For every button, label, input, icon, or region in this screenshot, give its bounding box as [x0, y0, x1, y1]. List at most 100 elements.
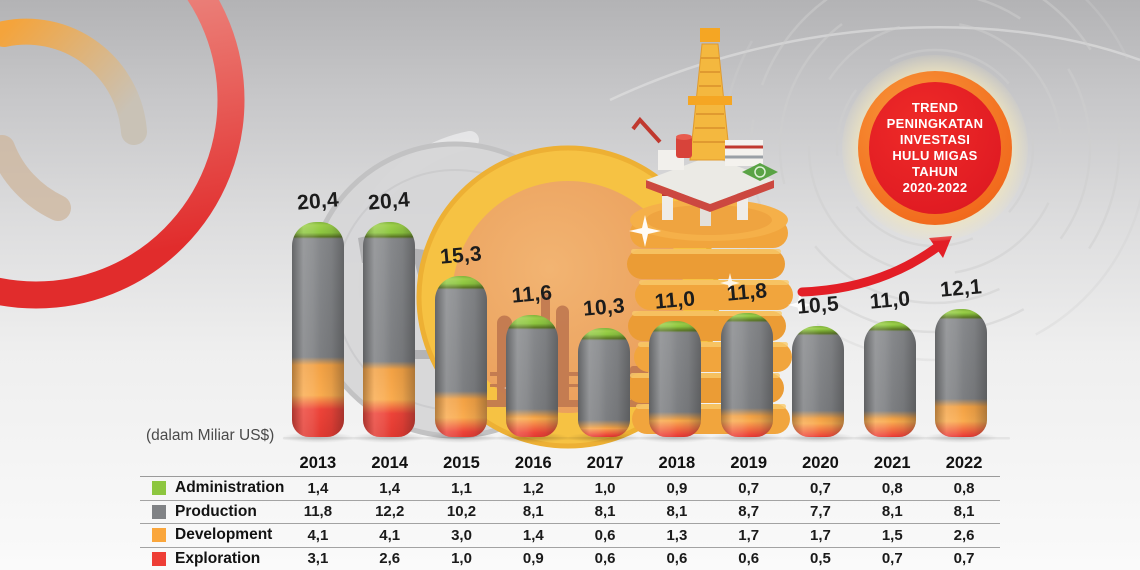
year-header: 2014 [371, 454, 409, 472]
bar-2014 [363, 222, 416, 437]
value-cell: 1,7 [738, 526, 760, 544]
year-header: 2015 [443, 454, 480, 472]
bar-shadow [495, 432, 570, 443]
bar-2019 [720, 312, 773, 438]
bar-value-label: 12,1 [939, 275, 983, 303]
table-row-exploration: Exploration 3,1 2,6 1,0 0,9 0,6 0,6 0,6 0,5 0,7 0,… [140, 548, 1000, 570]
badge-text-line: TREND [911, 100, 959, 115]
legend-label-exploration: Exploration [140, 550, 282, 568]
value-cell: 1,4 [307, 479, 329, 497]
bar-2017 [577, 328, 630, 437]
year-header: 2021 [873, 454, 911, 472]
value-cell: 0,6 [738, 550, 760, 568]
year-header: 2020 [802, 454, 839, 472]
bar-2016 [506, 314, 559, 438]
bar-shadow [781, 432, 856, 443]
value-cell: 1,2 [522, 479, 544, 497]
badge-text-line: 2020-2022 [902, 180, 968, 195]
table-row-development: Development 4,1 4,1 3,0 1,4 0,6 1,3 1,7 1,7 1,5 2,… [140, 524, 1000, 548]
background-wave [609, 26, 1140, 102]
administration-swatch [152, 481, 166, 496]
bar-value-label: 15,3 [438, 241, 483, 269]
year-header: 2017 [586, 454, 624, 472]
value-cell: 3,1 [307, 550, 329, 568]
year-header: 2022 [945, 454, 983, 472]
series-name: Administration [175, 479, 285, 497]
value-cell: 0,9 [666, 479, 688, 497]
oil-rig-icon [631, 28, 778, 226]
value-cell: 0,6 [594, 550, 616, 568]
bar-shadow [566, 432, 641, 443]
badge-text-line: HULU MIGAS [892, 148, 978, 163]
badge-text-line: INVESTASI [899, 132, 971, 147]
value-cell: 0,7 [810, 479, 831, 497]
value-cell: 0,5 [810, 550, 831, 568]
value-cell: 3,0 [451, 526, 472, 544]
legend-label-administration: Administration [140, 479, 285, 497]
series-name: Development [175, 526, 273, 544]
value-cell: 8,1 [594, 503, 616, 521]
bar-2021 [863, 321, 916, 437]
year-header: 2018 [658, 454, 696, 472]
value-cell: 1,0 [594, 479, 616, 497]
value-cell: 0,7 [738, 479, 760, 497]
value-cell: 0,6 [594, 526, 616, 544]
bar-2020 [792, 326, 845, 437]
decorative-rings [0, 0, 245, 309]
value-cell: 10,2 [446, 503, 477, 521]
value-cell: 12,2 [375, 503, 405, 521]
value-cell: 8,1 [666, 503, 688, 521]
value-cell: 8,1 [522, 503, 544, 521]
exploration-swatch [152, 551, 166, 566]
bar-2022 [935, 309, 988, 437]
series-name: Production [175, 502, 257, 520]
legend-label-development: Development [140, 526, 282, 544]
production-swatch [152, 504, 166, 519]
bar-shadow [423, 432, 498, 443]
trend-badge: TREND PENINGKATAN INVESTASI HULU MIGAS TAHUN… [869, 82, 1001, 214]
bar-shadow [924, 432, 999, 443]
table-header-row: 2013 2014 2015 2016 2017 2018 2019 2020 2021 2022 [140, 451, 1000, 477]
value-cell: 0,9 [522, 550, 544, 568]
value-cell: 1,7 [810, 526, 831, 544]
value-cell: 0,8 [953, 479, 975, 497]
year-header: 2013 [299, 454, 337, 472]
bar-shadow [280, 432, 355, 443]
development-swatch [152, 528, 166, 543]
value-cell: 1,0 [451, 550, 472, 568]
bar-shadow [352, 432, 427, 443]
bar-shadow [709, 432, 784, 443]
baseline-shadow [283, 437, 1010, 440]
value-cell: 8,1 [953, 503, 975, 521]
data-table: 2013 2014 2015 2016 2017 2018 2019 2020 2021 2022… [140, 451, 1000, 570]
value-cell: 11,8 [303, 503, 333, 521]
badge-text-line: PENINGKATAN [886, 116, 984, 131]
value-cell: 0,6 [666, 550, 688, 568]
bar-2013 [291, 222, 344, 437]
value-cell: 0,8 [881, 479, 903, 497]
value-cell: 1,5 [881, 526, 903, 544]
value-cell: 1,1 [451, 479, 472, 497]
value-cell: 4,1 [307, 526, 329, 544]
year-header: 2019 [730, 454, 768, 472]
value-cell: 2,6 [379, 550, 401, 568]
value-cell: 1,4 [379, 479, 401, 497]
badge-text-line: TAHUN [911, 164, 959, 179]
value-cell: 8,1 [881, 503, 903, 521]
table-row-production: Production 11,8 12,2 10,2 8,1 8,1 8,1 8,7 7,7 8,1… [140, 501, 1000, 524]
value-cell: 1,4 [522, 526, 544, 544]
value-cell: 4,1 [379, 526, 401, 544]
year-header: 2016 [514, 454, 552, 472]
value-cell: 1,3 [666, 526, 688, 544]
legend-label-production: Production [140, 503, 282, 521]
bar-2015 [434, 275, 487, 438]
bar-shadow [638, 432, 713, 443]
value-cell: 2,6 [953, 526, 975, 544]
value-cell: 0,7 [881, 550, 903, 568]
bar-2018 [649, 321, 702, 437]
table-row-administration: Administration 1,4 1,4 1,1 1,2 1,0 0,9 0,7 0,7 0,… [140, 477, 1000, 501]
value-cell: 0,7 [953, 550, 975, 568]
value-cell: 7,7 [810, 503, 831, 521]
bar-shadow [852, 432, 927, 443]
